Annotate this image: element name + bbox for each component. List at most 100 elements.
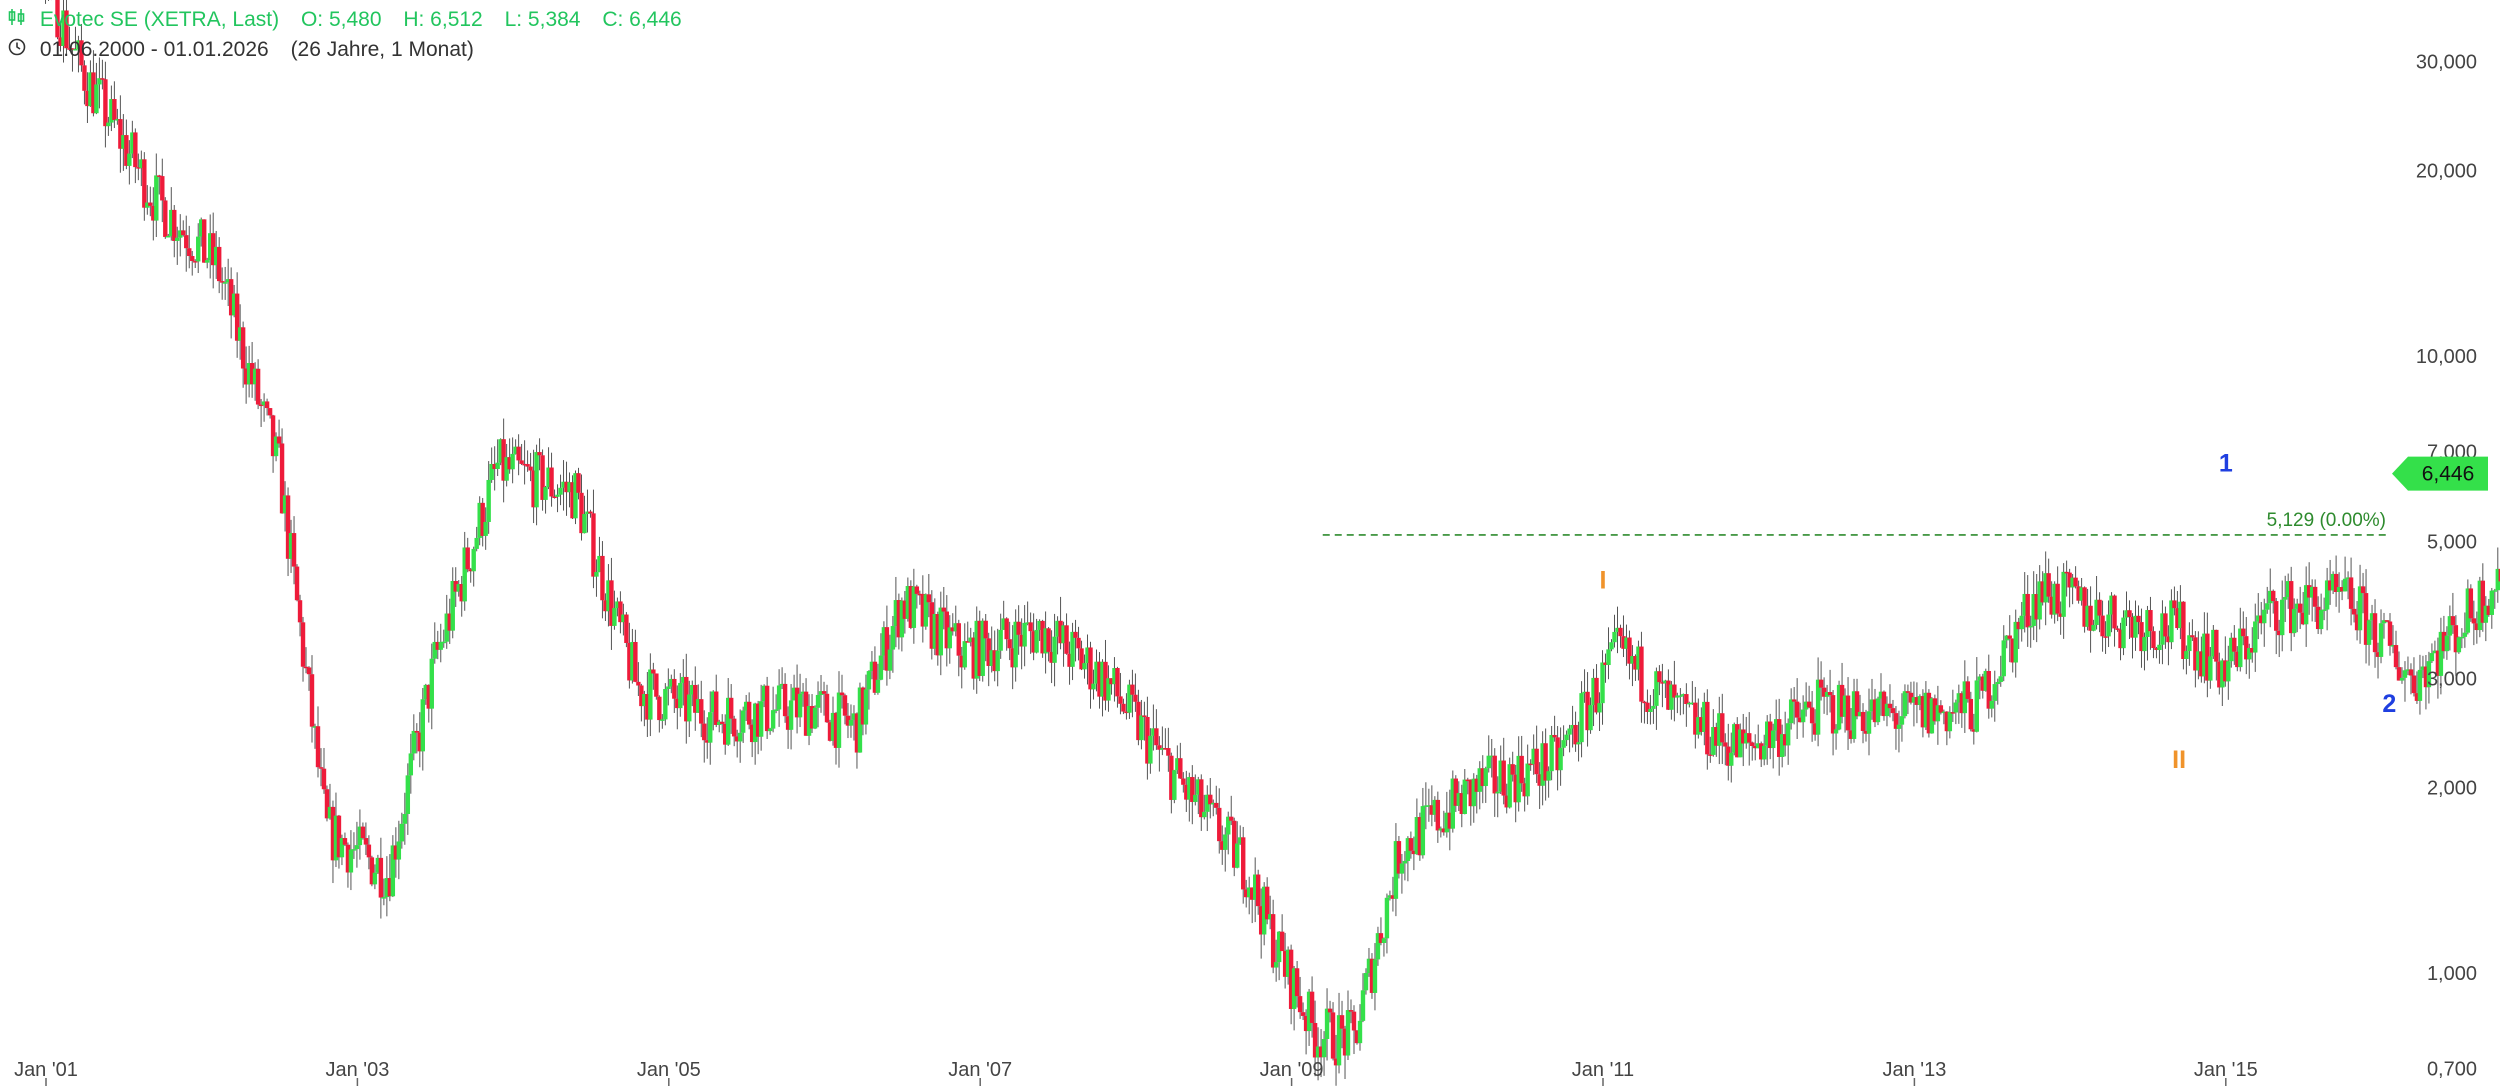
candle-body: [1342, 1028, 1348, 1056]
candle-body: [806, 706, 812, 736]
candle-body: [70, 48, 75, 50]
candle-body: [495, 462, 500, 469]
candle-body: [1121, 703, 1126, 712]
candle-body: [145, 202, 150, 208]
ohlc-low: L: 5,384: [504, 8, 581, 31]
candle-body: [2348, 577, 2354, 609]
candle-body: [872, 661, 878, 693]
candle-body: [1711, 727, 1716, 755]
candle-body: [2022, 593, 2027, 616]
candle-body: [1031, 631, 1036, 653]
candle-body: [357, 826, 363, 846]
candle-body: [402, 814, 408, 824]
candle-body: [462, 547, 467, 602]
candle-body: [1821, 687, 1827, 697]
candle-body: [55, 0, 60, 38]
candle-body: [97, 78, 102, 85]
candle-body: [660, 719, 665, 721]
candle-body: [2049, 596, 2054, 615]
candle-body: [237, 327, 243, 341]
candle-body: [1929, 698, 1935, 734]
candle-body: [1247, 887, 1252, 898]
candle-body: [2103, 636, 2108, 638]
candle-body: [2226, 661, 2231, 682]
candles-icon: [8, 8, 26, 32]
candle-body: [1118, 696, 1123, 704]
candle-body: [1052, 636, 1057, 663]
candle-body: [1699, 717, 1704, 732]
candle-body: [1857, 711, 1863, 717]
candle-body: [2357, 586, 2363, 631]
candle-body: [1097, 661, 1102, 697]
candle-body: [1615, 627, 1620, 632]
candle-body: [1297, 996, 1303, 1013]
candle-body: [1082, 663, 1087, 670]
candle-body: [366, 844, 372, 858]
candle-body: [315, 726, 321, 768]
candle-body: [282, 495, 288, 514]
candle-body: [857, 687, 863, 753]
candle-body: [606, 580, 611, 612]
candle-body: [219, 281, 225, 283]
candle-body: [208, 233, 213, 261]
candle-body: [148, 202, 153, 206]
candle-body: [1675, 695, 1680, 698]
candle-body: [672, 678, 677, 699]
candle-body: [860, 687, 866, 725]
candle-body: [1184, 784, 1189, 800]
candle-body: [1315, 1046, 1321, 1058]
candle-body: [2142, 636, 2147, 652]
candle-body: [2019, 615, 2024, 630]
candle-body: [178, 230, 183, 238]
candle-body: [908, 586, 914, 628]
candle-body: [2157, 644, 2162, 651]
candle-body: [2315, 606, 2321, 630]
candle-body: [2100, 615, 2105, 637]
candle-body: [1387, 895, 1393, 898]
candle-body: [1588, 705, 1593, 731]
candle-body: [1947, 712, 1953, 732]
candle-body: [1851, 691, 1857, 739]
candle-body: [576, 473, 581, 493]
candle-body: [582, 514, 587, 534]
clock-icon: [8, 38, 26, 62]
candle-body: [1465, 779, 1470, 782]
candle-body: [2034, 594, 2039, 620]
candle-body: [2369, 613, 2375, 621]
candle-body: [1684, 694, 1689, 704]
candle-body: [2283, 597, 2288, 600]
candle-body: [2256, 615, 2261, 622]
candle-body: [567, 482, 572, 493]
candle-body: [612, 608, 617, 626]
candle-body: [2405, 669, 2411, 671]
candle-body: [1100, 661, 1105, 697]
candle-body: [82, 65, 87, 91]
candle-body: [1863, 730, 1869, 734]
candle-body: [633, 641, 638, 682]
candle-body: [974, 620, 979, 679]
candle-body: [1010, 648, 1015, 668]
candle-body: [1058, 620, 1063, 644]
candle-body: [893, 600, 899, 627]
date-range: 01.06.2000 - 01.01.2026: [39, 38, 269, 61]
candle-body: [172, 209, 177, 241]
candle-body: [1812, 723, 1818, 735]
candle-body: [1806, 701, 1812, 708]
candle-body: [1127, 684, 1132, 713]
candle-body: [1663, 680, 1668, 684]
candle-body: [1007, 639, 1012, 649]
candle-body: [1288, 949, 1294, 1009]
candle-body: [61, 10, 66, 46]
y-tick-label: 1,000: [2427, 963, 2477, 985]
candle-body: [869, 661, 875, 672]
candle-body: [118, 119, 123, 149]
candle-body: [1330, 1012, 1336, 1059]
candle-body: [369, 857, 375, 885]
candle-body: [965, 641, 970, 643]
candle-body: [1061, 625, 1066, 644]
x-tick-label: Jan '09: [1260, 1059, 1324, 1081]
candle-body: [1708, 754, 1713, 756]
wave-label: II: [2172, 746, 2186, 774]
candle-body: [2193, 637, 2198, 671]
candle-body: [2390, 645, 2396, 647]
